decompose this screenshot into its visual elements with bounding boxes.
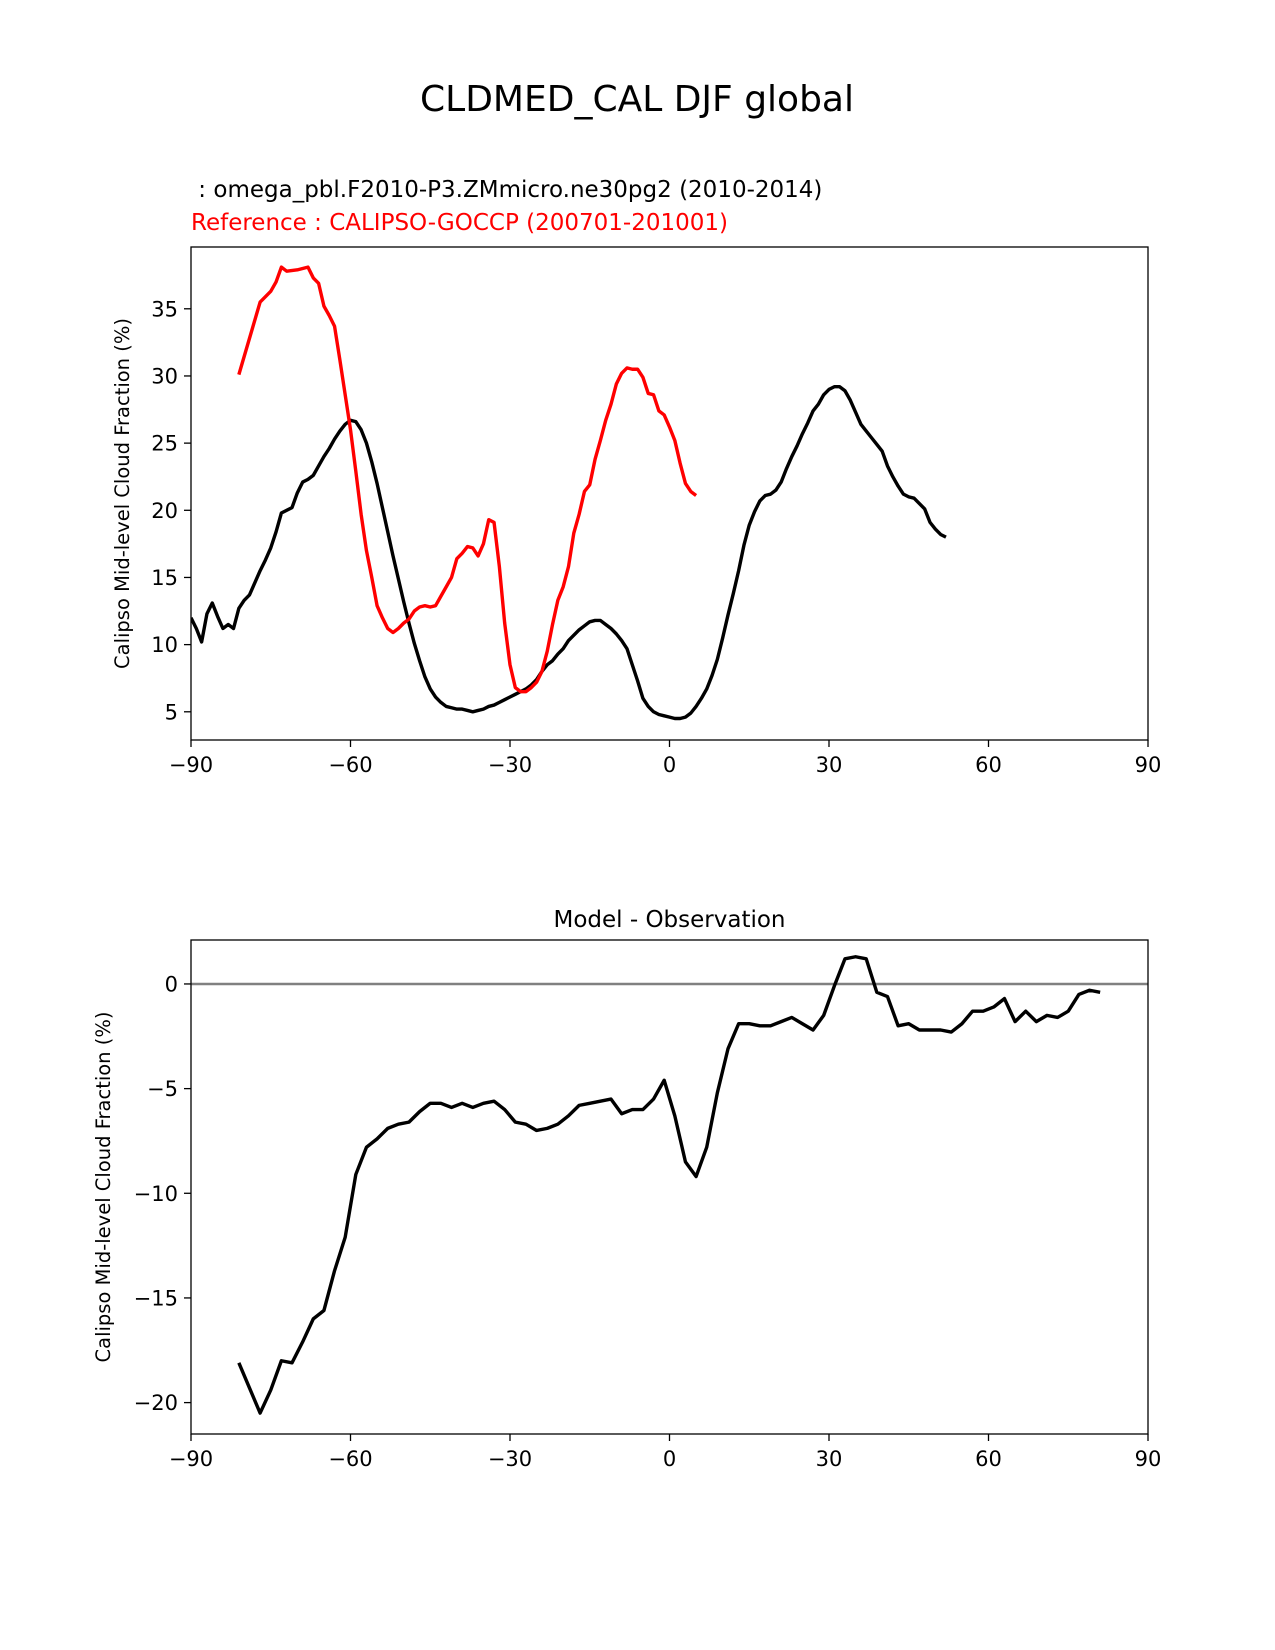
axes-frame [190,246,1149,741]
y-tick-label: 20 [151,499,178,523]
x-tick-label: 90 [1135,753,1162,777]
y-tick-label: 10 [151,633,178,657]
x-tick-label: 0 [663,1447,676,1471]
y-tick-label: 25 [151,432,178,456]
y-tick-label: −15 [134,1286,178,1310]
y-tick-label: −5 [147,1077,178,1101]
x-tick-label: −60 [328,753,372,777]
y-tick-label: 15 [151,566,178,590]
axes-frame [190,939,1149,1435]
series-line-reference [237,265,698,694]
series-line-diff [237,955,1101,1415]
x-tick-label: 30 [816,1447,843,1471]
series-line-test [191,385,947,721]
x-tick-label: 90 [1135,1447,1162,1471]
figure-title: CLDMED_CAL DJF global [420,79,854,120]
test-label: : omega_pbl.F2010-P3.ZMmicro.ne30pg2 (20… [191,177,822,203]
y-axis-label: Calipso Mid-level Cloud Fraction (%) [111,318,134,669]
y-tick-label: 30 [151,364,178,388]
y-axis-label: Calipso Mid-level Cloud Fraction (%) [92,1012,115,1363]
y-tick-label: −20 [134,1391,178,1415]
x-tick-label: −90 [169,753,213,777]
x-tick-label: 30 [816,753,843,777]
y-tick-label: 0 [165,972,178,996]
x-tick-label: −60 [328,1447,372,1471]
x-tick-label: −90 [169,1447,213,1471]
x-tick-label: 60 [975,753,1002,777]
y-tick-label: 5 [165,700,178,724]
top-panel: −90 −60 −30 0 30 60 90 5 10 15 20 25 30 35 Calipso Mid… [111,246,1162,777]
x-tick-label: 0 [663,753,676,777]
y-tick-label: 35 [151,297,178,321]
x-tick-label: −30 [488,753,532,777]
bottom-panel: Model - Observation −90 −60 −30 0 30 60 90 0 −5 −1… [92,907,1161,1471]
reference-label: Reference : CALIPSO-GOCCP (200701-201001… [191,210,728,236]
x-tick-label: 60 [975,1447,1002,1471]
y-tick-label: −10 [134,1182,178,1206]
panel-title: Model - Observation [553,907,785,933]
x-tick-label: −30 [488,1447,532,1471]
